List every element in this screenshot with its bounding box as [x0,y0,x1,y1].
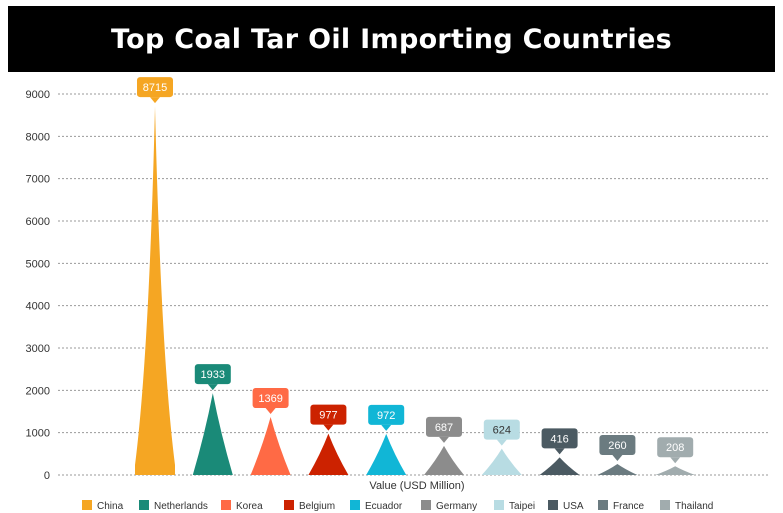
bar-belgium [308,433,349,475]
data-label-box [483,419,520,440]
bar-thailand [655,466,696,475]
data-label-pointer [323,424,334,431]
data-label-pointer [670,457,681,464]
data-label-pointer [207,384,218,391]
legend-item-germany: Germany [421,500,477,512]
bar-netherlands [192,393,233,475]
legend-swatch [82,500,92,510]
y-tick-label: 0 [44,470,50,482]
y-tick-label: 7000 [26,174,50,186]
legend-item-thailand: Thailand [660,500,713,512]
legend-label: China [97,501,124,512]
legend-item-ecuador: Ecuador [350,500,403,512]
data-label-box [252,388,289,409]
legend-label: Belgium [299,501,335,512]
bar-france [597,463,638,475]
y-tick-label: 2000 [26,385,50,397]
legend-item-netherlands: Netherlands [139,500,208,512]
y-tick-label: 5000 [26,258,50,270]
bar-taipei [481,448,522,475]
legend-swatch [548,500,558,510]
x-axis-title: Value (USD Million) [369,480,464,492]
legend-item-taipei: Taipei [494,500,535,512]
grid-lines [58,93,770,476]
data-label-box [426,416,462,437]
legend-label: France [613,501,645,512]
data-label-box [310,404,347,425]
legend-swatch [350,500,360,510]
data-label-box [368,404,405,425]
legend-item-usa: USA [548,500,584,512]
data-label-taipei: 624 [483,419,520,446]
legend-label: Netherlands [154,501,208,512]
legend-label: Thailand [675,501,713,512]
legend-swatch [421,500,431,510]
data-label-box [137,77,173,98]
legend-item-china: China [82,500,124,512]
legend-swatch [221,500,231,510]
data-label-pointer [150,97,160,104]
legend-label: Korea [236,501,263,512]
legend-swatch [139,500,149,510]
bar-usa [539,457,580,475]
legend-item-korea: Korea [221,500,263,512]
data-label-value: 208 [666,442,684,454]
bar-germany [424,445,464,475]
data-label-pointer [554,448,565,455]
data-label-pointer [381,424,392,431]
y-tick-label: 9000 [26,89,50,101]
data-label-germany: 687 [426,416,462,443]
legend-item-belgium: Belgium [284,500,335,512]
data-label-korea: 1369 [252,388,289,415]
data-label-netherlands: 1933 [194,364,231,391]
data-label-belgium: 977 [310,404,347,431]
data-label-thailand: 208 [657,437,694,464]
data-label-value: 972 [377,410,395,422]
y-tick-label: 8000 [26,131,50,143]
legend-swatch [598,500,608,510]
legend-label: Taipei [509,501,535,512]
y-tick-label: 4000 [26,301,50,313]
data-label-value: 624 [493,425,511,437]
data-label-box [657,437,694,458]
legend: China Netherlands Korea Belgium Ecuador Germa… [82,500,713,512]
legend-item-france: France [598,500,645,512]
legend-label: Ecuador [365,501,403,512]
legend-swatch [284,500,294,510]
data-label-value: 687 [435,422,453,434]
data-label-box [541,428,578,449]
y-axis-ticks: 0 1000 2000 3000 4000 5000 6000 7000 8000 9000 [26,89,50,482]
data-label-pointer [439,436,449,443]
bars [135,106,696,475]
data-labels: 8715 1933 1369 977 972 687 624 416 260 208 [137,77,694,464]
y-tick-label: 3000 [26,343,50,355]
data-label-pointer [496,439,507,446]
data-label-value: 416 [550,433,568,445]
y-tick-label: 1000 [26,428,50,440]
legend-label: USA [563,501,584,512]
data-label-china: 8715 [137,77,173,104]
data-label-value: 977 [319,410,337,422]
data-label-value: 8715 [143,82,167,94]
data-label-ecuador: 972 [368,404,405,431]
bar-korea [250,417,291,475]
data-label-box [599,434,636,455]
legend-swatch [660,500,670,510]
chart-title: Top Coal Tar Oil Importing Countries [110,23,673,55]
legend-label: Germany [436,501,477,512]
data-label-france: 260 [599,434,636,461]
bar-ecuador [366,433,407,475]
data-label-value: 1933 [201,369,225,381]
bar-china [135,106,175,475]
data-label-pointer [612,454,623,461]
data-label-usa: 416 [541,428,578,455]
data-label-value: 1369 [258,393,282,405]
chart-title-bar: Top Coal Tar Oil Importing Countries [8,6,775,72]
y-tick-label: 6000 [26,216,50,228]
legend-swatch [494,500,504,510]
data-label-pointer [265,408,276,415]
data-label-value: 260 [608,440,626,452]
data-label-box [194,364,231,385]
